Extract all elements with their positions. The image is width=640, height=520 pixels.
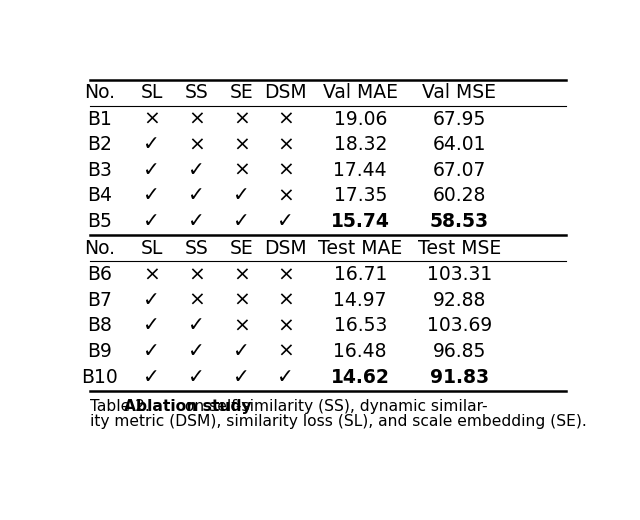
Text: B4: B4 <box>87 187 113 205</box>
Text: ×: × <box>233 110 250 128</box>
Text: ✓: ✓ <box>188 342 205 361</box>
Text: 103.69: 103.69 <box>427 316 492 335</box>
Text: 92.88: 92.88 <box>433 291 486 310</box>
Text: SS: SS <box>185 83 209 102</box>
Text: B5: B5 <box>88 212 112 231</box>
Text: B3: B3 <box>88 161 112 180</box>
Text: B9: B9 <box>88 342 112 361</box>
Text: B1: B1 <box>88 110 112 128</box>
Text: ✓: ✓ <box>143 368 161 387</box>
Text: ×: × <box>188 291 205 310</box>
Text: ✓: ✓ <box>277 212 294 231</box>
Text: ✓: ✓ <box>143 291 161 310</box>
Text: ×: × <box>143 110 161 128</box>
Text: 15.74: 15.74 <box>331 212 390 231</box>
Text: ✓: ✓ <box>188 161 205 180</box>
Text: 17.44: 17.44 <box>333 161 387 180</box>
Text: SS: SS <box>185 239 209 258</box>
Text: 16.71: 16.71 <box>333 265 387 284</box>
Text: SE: SE <box>229 83 253 102</box>
Text: ×: × <box>277 265 294 284</box>
Text: Val MAE: Val MAE <box>323 83 397 102</box>
Text: B6: B6 <box>88 265 112 284</box>
Text: Table 2.: Table 2. <box>90 399 154 414</box>
Text: ×: × <box>233 161 250 180</box>
Text: ×: × <box>188 265 205 284</box>
Text: ×: × <box>277 291 294 310</box>
Text: ×: × <box>188 110 205 128</box>
Text: 67.95: 67.95 <box>433 110 486 128</box>
Text: ✓: ✓ <box>277 368 294 387</box>
Text: ×: × <box>277 110 294 128</box>
Text: DSM: DSM <box>264 239 307 258</box>
Text: ×: × <box>277 161 294 180</box>
Text: ✓: ✓ <box>143 187 161 205</box>
Text: ×: × <box>233 316 250 335</box>
Text: 14.97: 14.97 <box>333 291 387 310</box>
Text: SL: SL <box>141 83 163 102</box>
Text: ✓: ✓ <box>188 212 205 231</box>
Text: ✓: ✓ <box>188 316 205 335</box>
Text: ✓: ✓ <box>143 135 161 154</box>
Text: 91.83: 91.83 <box>430 368 489 387</box>
Text: No.: No. <box>84 239 115 258</box>
Text: SL: SL <box>141 239 163 258</box>
Text: ✓: ✓ <box>233 212 250 231</box>
Text: ✓: ✓ <box>233 368 250 387</box>
Text: 19.06: 19.06 <box>333 110 387 128</box>
Text: Val MSE: Val MSE <box>422 83 497 102</box>
Text: ity metric (DSM), similarity loss (SL), and scale embedding (SE).: ity metric (DSM), similarity loss (SL), … <box>90 414 587 430</box>
Text: 64.01: 64.01 <box>433 135 486 154</box>
Text: 14.62: 14.62 <box>331 368 390 387</box>
Text: 16.53: 16.53 <box>333 316 387 335</box>
Text: ×: × <box>233 135 250 154</box>
Text: DSM: DSM <box>264 83 307 102</box>
Text: No.: No. <box>84 83 115 102</box>
Text: 96.85: 96.85 <box>433 342 486 361</box>
Text: ×: × <box>143 265 161 284</box>
Text: ✓: ✓ <box>233 342 250 361</box>
Text: 18.32: 18.32 <box>333 135 387 154</box>
Text: ×: × <box>277 187 294 205</box>
Text: ×: × <box>277 342 294 361</box>
Text: SE: SE <box>229 239 253 258</box>
Text: Test MAE: Test MAE <box>318 239 403 258</box>
Text: 58.53: 58.53 <box>430 212 489 231</box>
Text: ✓: ✓ <box>143 161 161 180</box>
Text: ✓: ✓ <box>143 342 161 361</box>
Text: 60.28: 60.28 <box>433 187 486 205</box>
Text: B10: B10 <box>81 368 118 387</box>
Text: ×: × <box>233 265 250 284</box>
Text: ✓: ✓ <box>143 212 161 231</box>
Text: ✓: ✓ <box>143 316 161 335</box>
Text: 16.48: 16.48 <box>333 342 387 361</box>
Text: B8: B8 <box>88 316 112 335</box>
Text: Ablation study: Ablation study <box>124 399 252 414</box>
Text: ×: × <box>188 135 205 154</box>
Text: 103.31: 103.31 <box>427 265 492 284</box>
Text: B7: B7 <box>88 291 112 310</box>
Text: 67.07: 67.07 <box>433 161 486 180</box>
Text: Test MSE: Test MSE <box>418 239 501 258</box>
Text: on self-similarity (SS), dynamic similar-: on self-similarity (SS), dynamic similar… <box>180 399 487 414</box>
Text: ✓: ✓ <box>188 187 205 205</box>
Text: 17.35: 17.35 <box>333 187 387 205</box>
Text: ✓: ✓ <box>233 187 250 205</box>
Text: B2: B2 <box>88 135 112 154</box>
Text: ×: × <box>277 316 294 335</box>
Text: ×: × <box>233 291 250 310</box>
Text: ×: × <box>277 135 294 154</box>
Text: ✓: ✓ <box>188 368 205 387</box>
